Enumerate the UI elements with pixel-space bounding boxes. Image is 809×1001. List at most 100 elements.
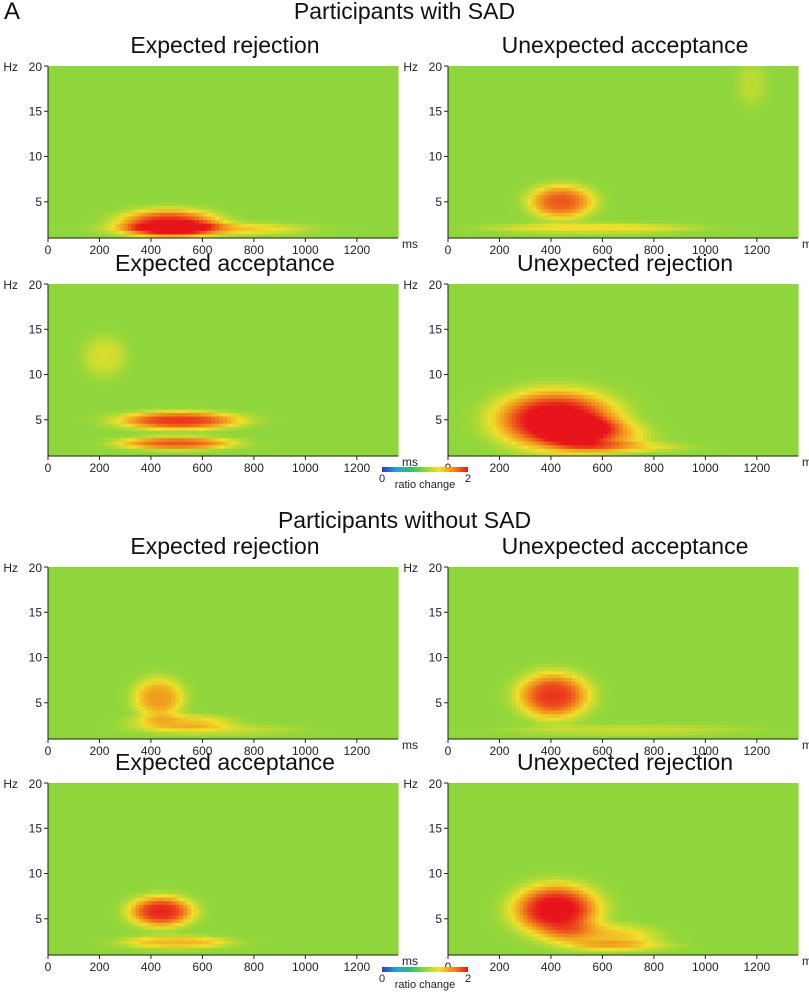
heatmap-cell <box>500 138 505 142</box>
heatmap-cell <box>334 80 339 84</box>
heatmap-cell <box>167 105 172 109</box>
heatmap-cell <box>167 177 172 181</box>
heatmap-cell <box>64 148 69 152</box>
heatmap-cell <box>492 70 497 74</box>
heatmap-cell <box>108 166 113 170</box>
heatmap-cell <box>279 156 284 160</box>
heatmap-cell <box>203 145 208 149</box>
heatmap-cell <box>223 95 228 99</box>
heatmap-cell <box>191 159 196 163</box>
heatmap-cell <box>303 98 308 102</box>
heatmap-cell <box>488 156 493 160</box>
heatmap-cell <box>291 95 296 99</box>
heatmap-cell <box>52 148 57 152</box>
heatmap-cell <box>60 66 65 70</box>
heatmap-cell <box>275 152 280 156</box>
heatmap-cell <box>179 159 184 163</box>
x-tick-label: 600 <box>192 243 212 257</box>
heatmap-cell <box>492 123 497 127</box>
heatmap-cell <box>346 184 351 188</box>
heatmap-cell <box>84 98 89 102</box>
heatmap-cell <box>215 102 220 106</box>
heatmap-cell <box>88 170 93 174</box>
heatmap-cell <box>136 156 141 160</box>
heatmap-cell <box>235 174 240 178</box>
heatmap-cell <box>223 191 228 195</box>
heatmap-cell <box>151 66 156 70</box>
heatmap-cell <box>92 70 97 74</box>
heatmap-cell <box>346 163 351 167</box>
heatmap-cell <box>239 184 244 188</box>
heatmap-cell <box>330 191 335 195</box>
heatmap-cell <box>279 199 284 203</box>
heatmap-cell <box>143 188 148 192</box>
heatmap-cell <box>88 166 93 170</box>
heatmap-cell <box>259 199 264 203</box>
heatmap-cell <box>68 91 73 95</box>
heatmap-cell <box>303 199 308 203</box>
heatmap-cell <box>68 166 73 170</box>
heatmap-cell <box>155 116 160 120</box>
heatmap-cell <box>175 195 180 199</box>
heatmap-cell <box>460 152 465 156</box>
heatmap-cell <box>132 188 137 192</box>
heatmap-cell <box>342 102 347 106</box>
heatmap-cell <box>267 159 272 163</box>
heatmap-cell <box>139 166 144 170</box>
heatmap-cell <box>259 224 264 228</box>
heatmap-cell <box>100 174 105 178</box>
heatmap-cell <box>334 145 339 149</box>
heatmap-cell <box>179 145 184 149</box>
heatmap-cell <box>143 156 148 160</box>
heatmap-cell <box>223 141 228 145</box>
heatmap-cell <box>96 134 101 138</box>
heatmap-cell <box>112 138 117 142</box>
heatmap-cell <box>48 84 53 88</box>
heatmap-cell <box>136 227 141 231</box>
heatmap-cell <box>362 138 367 142</box>
heatmap-cell <box>84 73 89 77</box>
heatmap-cell <box>452 127 457 131</box>
heatmap-cell <box>500 213 505 217</box>
heatmap-cell <box>263 188 268 192</box>
heatmap-cell <box>100 145 105 149</box>
heatmap-cell <box>366 156 371 160</box>
heatmap-cell <box>84 231 89 235</box>
heatmap-cell <box>96 195 101 199</box>
heatmap-cell <box>275 227 280 231</box>
heatmap-cell <box>326 156 331 160</box>
heatmap-cell <box>283 177 288 181</box>
heatmap-cell <box>472 123 477 127</box>
heatmap-cell <box>124 159 129 163</box>
heatmap-cell <box>211 217 216 221</box>
heatmap-cell <box>358 95 363 99</box>
heatmap-cell <box>271 202 276 206</box>
heatmap-cell <box>460 73 465 77</box>
heatmap-cell <box>211 177 216 181</box>
heatmap-cell <box>456 217 461 221</box>
heatmap-cell <box>259 116 264 120</box>
heatmap-cell <box>187 195 192 199</box>
heatmap-cell <box>342 105 347 109</box>
heatmap-cell <box>394 199 399 203</box>
heatmap-cell <box>362 163 367 167</box>
heatmap-cell <box>314 113 319 117</box>
heatmap-cell <box>179 213 184 217</box>
heatmap-cell <box>362 227 367 231</box>
heatmap-cell <box>48 80 53 84</box>
heatmap-cell <box>231 120 236 124</box>
heatmap-cell <box>183 195 188 199</box>
heatmap-cell <box>456 145 461 149</box>
heatmap-cell <box>382 174 387 178</box>
heatmap-cell <box>366 231 371 235</box>
heatmap-cell <box>299 202 304 206</box>
heatmap-cell <box>227 206 232 210</box>
heatmap-cell <box>386 120 391 124</box>
heatmap-cell <box>207 224 212 228</box>
heatmap-cell <box>456 131 461 135</box>
heatmap-cell <box>68 170 73 174</box>
heatmap-cell <box>311 209 316 213</box>
heatmap-cell <box>235 166 240 170</box>
heatmap-cell <box>227 227 232 231</box>
heatmap-cell <box>488 227 493 231</box>
